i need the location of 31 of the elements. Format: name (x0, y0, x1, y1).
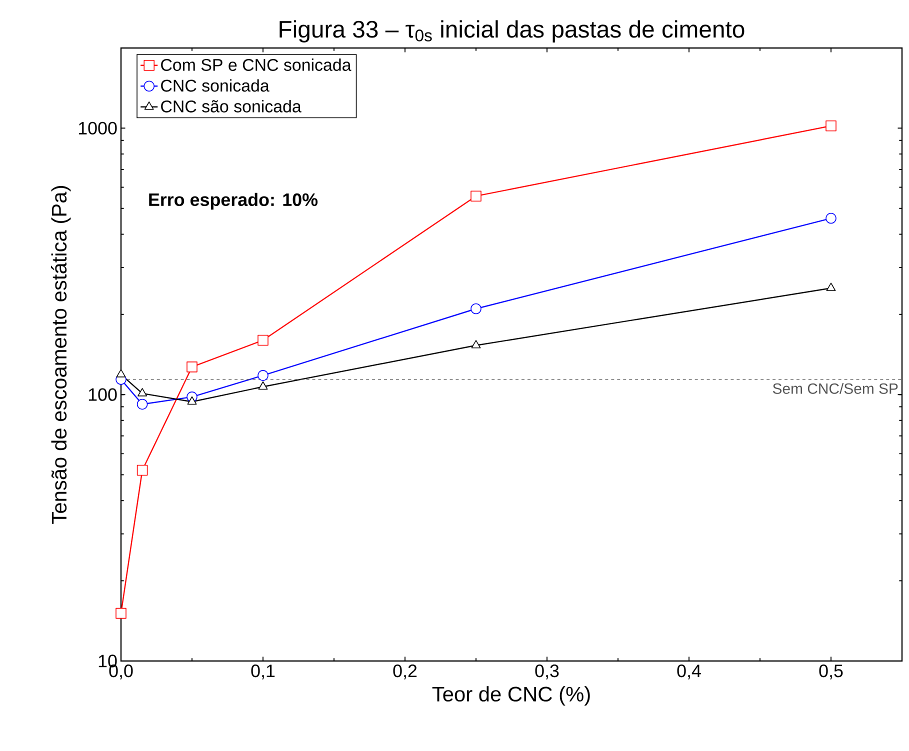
point (471, 340, 481, 348)
y-tick-label: 1000 (78, 122, 117, 135)
annotation: Erro esperado: 10% (149, 192, 318, 210)
x-axis-title: Teor de CNC (%) (432, 686, 590, 706)
point (258, 381, 268, 390)
x-tick-label: 0,2 (393, 664, 417, 680)
y-axis-title: Tensão de escoamento estática (Pa) (51, 186, 71, 524)
x-tick-label: 0,3 (535, 664, 559, 680)
chart-title: Figura 33 – τ$_{0s}$ inicial das pastas de cimento (280, 20, 744, 42)
point (116, 369, 126, 378)
point (136, 398, 148, 410)
point (186, 362, 198, 372)
point (258, 370, 268, 381)
x-tick-label: 0,1 (251, 664, 275, 680)
point (258, 334, 268, 346)
point (826, 212, 836, 224)
ref-line-label: Sem CNC/Sem SP (772, 382, 898, 394)
point (826, 120, 836, 132)
legend-label: Com SP e CNC sonicada (161, 58, 352, 71)
point (138, 388, 148, 396)
legend-label: CNC são sonicada (161, 100, 302, 112)
x-tick-label: 0,5 (819, 664, 843, 680)
point (470, 303, 482, 314)
point (187, 396, 197, 405)
x-tick-label: 0,4 (677, 664, 701, 680)
legend-label: CNC sonicada (161, 79, 270, 92)
point (116, 608, 126, 619)
point (826, 282, 836, 292)
y-tick-label: 100 (88, 388, 117, 401)
point (470, 190, 482, 202)
point (136, 464, 148, 476)
